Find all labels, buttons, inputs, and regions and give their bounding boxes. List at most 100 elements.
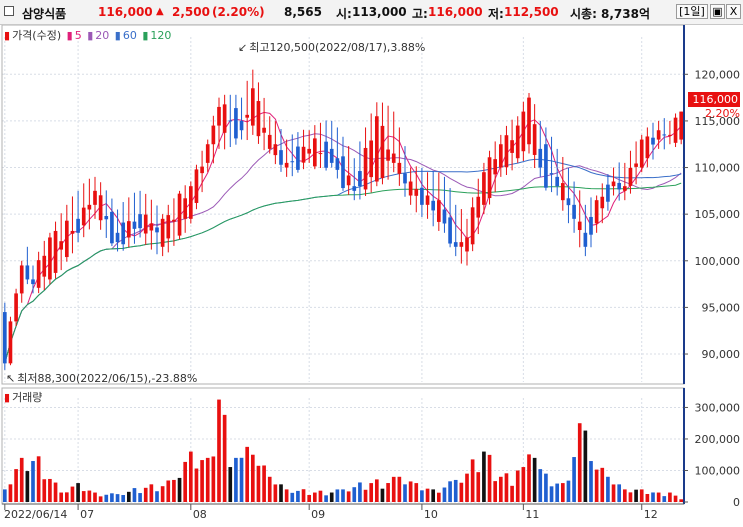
candle-body — [369, 140, 374, 178]
volume-bar — [391, 476, 396, 502]
candle-body — [380, 125, 385, 179]
volume-bar — [267, 476, 272, 502]
candle-body — [149, 223, 154, 231]
mcap-label: 시총: — [570, 7, 597, 21]
volume-bar — [634, 489, 638, 502]
volume-bar — [448, 481, 452, 502]
candle-body — [132, 221, 137, 229]
candle-body — [301, 146, 306, 163]
volume-bar — [651, 492, 655, 502]
volume-bar — [341, 489, 345, 502]
price-tick-label: 100,000 — [695, 255, 741, 268]
volume-bar — [470, 459, 475, 502]
candle-body — [121, 222, 126, 245]
volume-bar — [194, 468, 199, 502]
candle-body — [386, 149, 390, 161]
candle-body — [493, 159, 498, 175]
volume-bar — [126, 491, 131, 502]
close-icon[interactable]: X — [726, 4, 741, 19]
volume-bar — [324, 495, 328, 502]
volume-bar — [138, 493, 142, 502]
candle-body — [250, 88, 255, 126]
candle-body — [420, 187, 424, 205]
volume-bar — [76, 483, 80, 502]
date-tick-label: 10 — [424, 508, 438, 521]
candle-body — [555, 176, 560, 187]
volume-bar — [527, 454, 531, 502]
volume-bar — [222, 414, 227, 502]
volume-bar — [566, 480, 571, 502]
volume-grid — [2, 398, 684, 503]
candle-body — [25, 265, 30, 280]
candle-body — [679, 111, 684, 140]
volume-bar — [465, 473, 469, 502]
candle-body — [290, 161, 295, 163]
date-axis-ticks: 2022/06/14 07 08 09 10 11 12 — [4, 504, 658, 521]
candle-body — [284, 162, 289, 168]
candle-body — [194, 169, 199, 203]
candle-body — [318, 153, 323, 155]
period-button[interactable]: [1일] — [676, 4, 708, 19]
candle-body — [358, 171, 362, 187]
candle-body — [2, 312, 7, 364]
candle-body — [560, 183, 565, 201]
candle-body — [87, 204, 92, 210]
candle-body — [397, 162, 402, 174]
volume-bar — [36, 456, 41, 502]
candle-body — [645, 136, 650, 159]
volume-bar — [172, 479, 176, 502]
open-label: 시: — [336, 7, 352, 21]
candle-body — [104, 216, 109, 220]
volume-bar — [290, 492, 295, 502]
volume-bar — [482, 451, 486, 502]
volume-bar — [273, 484, 278, 502]
volume-bar — [149, 484, 154, 502]
volume-bar — [431, 489, 436, 502]
candle-body — [160, 218, 165, 247]
current-price-pct: 2.20% — [705, 107, 740, 120]
candle-body — [234, 108, 238, 139]
volume-bar — [329, 492, 334, 502]
volume-bar — [200, 460, 204, 502]
volume-bar — [532, 457, 537, 502]
volume-bar — [639, 489, 644, 502]
volume-bar — [352, 487, 357, 502]
candle-body — [442, 209, 447, 224]
price-tick-label: 120,000 — [695, 68, 741, 81]
volume-tick-label: 100,000 — [695, 464, 741, 477]
volume-bar — [589, 461, 593, 502]
arrow-left-icon: ↖ — [6, 372, 16, 385]
candle-body — [476, 196, 481, 218]
volume-bar — [583, 430, 588, 502]
candle-body — [228, 120, 233, 122]
candle-body — [470, 207, 475, 245]
legend-ma20: 20 — [95, 29, 110, 42]
candle-body — [668, 134, 672, 136]
price-axis-ticks: 90,000 95,000 100,000 105,000 110,000 115,000… — [684, 68, 740, 361]
candle-body — [487, 157, 492, 198]
volume-bar — [115, 494, 120, 502]
volume-bar — [487, 454, 492, 502]
volume-bar — [318, 490, 323, 502]
volume-tick-label: 0 — [733, 496, 740, 509]
candle-body — [352, 186, 357, 191]
volume-bars — [2, 399, 684, 502]
candle-body — [408, 181, 413, 196]
volume-bar — [374, 479, 379, 502]
window-icon[interactable] — [4, 6, 14, 16]
candle-body — [482, 172, 486, 205]
volume-bar — [25, 471, 30, 502]
stock-chart[interactable]: 90,000 95,000 100,000 105,000 110,000 115,000… — [0, 25, 743, 527]
volume-bar — [256, 465, 261, 502]
volume-bar — [234, 457, 238, 502]
legend-price-icon: ▮ — [4, 29, 11, 42]
candle-body — [403, 173, 407, 184]
candle-body — [436, 200, 441, 222]
volume-bar — [59, 492, 64, 502]
candle-body — [138, 214, 142, 229]
volume-bar — [31, 461, 35, 502]
volume-bar — [380, 488, 385, 502]
candle-body — [453, 242, 458, 247]
settings-icon[interactable]: ▣ — [710, 4, 725, 19]
volume-bar — [217, 399, 221, 502]
